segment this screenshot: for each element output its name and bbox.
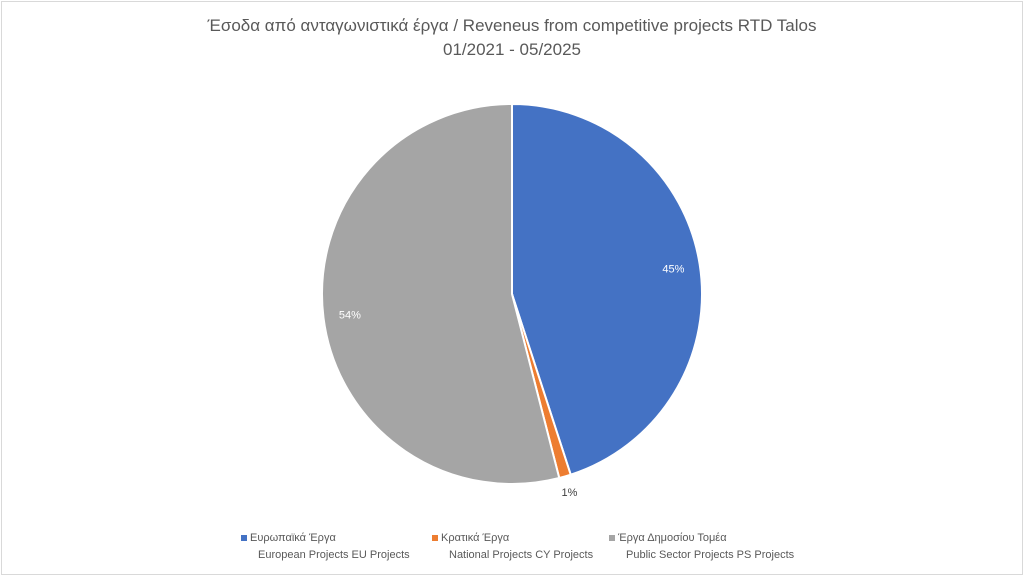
legend-item-eu: Ευρωπαϊκά Έργα European Projects EU Proj…	[241, 530, 410, 564]
data-label-eu: 45%	[662, 263, 684, 275]
chart-title: Έσοδα από ανταγωνιστικά έργα / Reveneus …	[0, 14, 1024, 62]
legend-label-ps-en: Public Sector Projects PS Projects	[626, 549, 795, 561]
legend-swatch-eu	[241, 535, 247, 541]
legend-label-cy-gr: Κρατικά Έργα	[441, 532, 510, 544]
legend-item-ps: Έργα Δημοσίου Τομέα Public Sector Projec…	[609, 530, 795, 564]
chart-title-line1: Έσοδα από ανταγωνιστικά έργα / Reveneus …	[207, 16, 817, 35]
legend: Ευρωπαϊκά Έργα European Projects EU Proj…	[0, 530, 1024, 570]
legend-label-cy-en: National Projects CY Projects	[449, 549, 594, 561]
legend-label-ps-gr: Έργα Δημοσίου Τομέα	[618, 532, 727, 544]
legend-label-eu-gr: Ευρωπαϊκά Έργα	[250, 532, 336, 544]
pie-slice-ps	[321, 102, 561, 485]
pie-slice-eu	[511, 102, 703, 476]
data-label-cy: 1%	[562, 487, 578, 499]
chart-title-line2: 01/2021 - 05/2025	[442, 40, 581, 59]
legend-swatch-cy	[432, 535, 438, 541]
legend-label-eu-en: European Projects EU Projects	[258, 549, 410, 561]
legend-swatch-ps	[609, 535, 615, 541]
legend-item-cy: Κρατικά Έργα National Projects CY Projec…	[432, 530, 594, 564]
data-label-ps: 54%	[339, 309, 361, 321]
